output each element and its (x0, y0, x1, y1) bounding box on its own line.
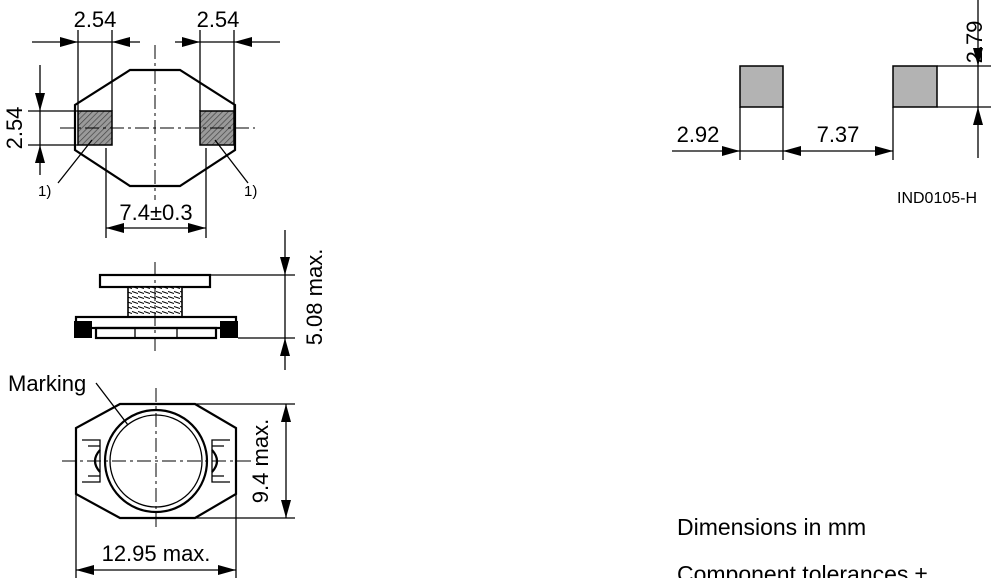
top-right-pitch-label: 2.54 (197, 7, 240, 32)
right-note-label: 1) (244, 183, 257, 200)
right-pad (892, 65, 938, 108)
drawing-id: IND0105-H (897, 190, 977, 207)
pad-height-label: 2.79 (962, 21, 987, 64)
marking-label: Marking (8, 371, 86, 396)
left-note-label: 1) (38, 183, 51, 200)
side-view: 5.08 max. (74, 230, 327, 370)
vertical-pitch-label: 2.54 (2, 107, 27, 150)
top-view-body-outline (73, 68, 237, 188)
height-label: 5.08 max. (302, 249, 327, 346)
units-note: Dimensions in mm (677, 514, 866, 540)
body-length-label: 12.95 max. (102, 541, 211, 566)
side-view-base (94, 326, 218, 340)
bottom-view: Marking 9.4 max. 12.95 max. (8, 371, 295, 578)
pad-layout: 2.79 2.92 7.37 IND0105-H (672, 0, 991, 207)
side-view-left-lead (74, 321, 92, 338)
marking-leader (95, 382, 129, 426)
pad-gap-label: 7.37 (817, 122, 860, 147)
top-left-pitch-label: 2.54 (74, 7, 117, 32)
left-pad (739, 65, 784, 108)
side-view-base-flange (74, 315, 238, 330)
left-note-leader (57, 139, 93, 184)
top-view: 2.54 2.54 2.54 1) 1) 7.4±0.3 (2, 7, 280, 238)
pad-width-label: 2.92 (677, 122, 720, 147)
right-note-leader (214, 139, 249, 184)
terminal-spacing-label: 7.4±0.3 (119, 200, 192, 225)
tolerance-note: Component tolerances ± (677, 561, 927, 578)
body-width-label: 9.4 max. (248, 419, 273, 503)
side-view-right-lead (220, 321, 238, 338)
